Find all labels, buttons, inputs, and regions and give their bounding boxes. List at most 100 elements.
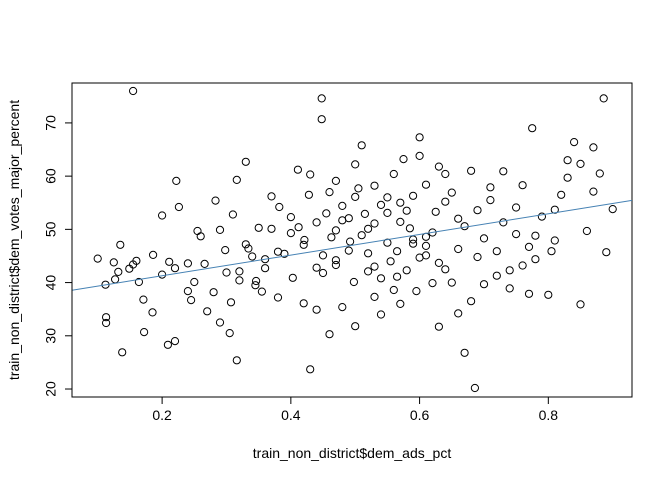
data-point-45 bbox=[241, 157, 250, 166]
data-point-196 bbox=[235, 276, 244, 285]
data-point-190 bbox=[312, 218, 321, 227]
data-point-51 bbox=[293, 165, 302, 174]
data-point-75 bbox=[412, 287, 421, 296]
data-point-31 bbox=[158, 211, 167, 220]
data-point-140 bbox=[196, 232, 205, 241]
data-point-11 bbox=[170, 337, 180, 346]
data-point-88 bbox=[492, 247, 501, 256]
data-point-116 bbox=[405, 224, 414, 233]
data-point-34 bbox=[183, 287, 192, 296]
data-point-55 bbox=[312, 263, 321, 272]
data-point-105 bbox=[602, 248, 611, 257]
data-point-172 bbox=[454, 309, 463, 318]
data-point-183 bbox=[421, 251, 431, 260]
data-point-53 bbox=[300, 235, 309, 245]
data-point-52 bbox=[294, 223, 303, 232]
data-point-177 bbox=[344, 246, 353, 255]
data-point-16 bbox=[140, 328, 149, 337]
data-point-77 bbox=[421, 241, 431, 250]
data-point-149 bbox=[351, 160, 360, 169]
data-point-38 bbox=[211, 196, 220, 205]
data-point-161 bbox=[512, 230, 521, 239]
data-point-109 bbox=[441, 169, 450, 179]
data-point-48 bbox=[275, 202, 284, 212]
data-point-93 bbox=[524, 289, 534, 298]
data-point-146 bbox=[286, 213, 295, 222]
data-point-197 bbox=[222, 268, 231, 277]
data-point-110 bbox=[364, 249, 373, 258]
data-point-106 bbox=[608, 205, 617, 214]
data-point-6 bbox=[470, 383, 479, 393]
data-point-141 bbox=[215, 225, 225, 234]
y-tick-label-1: 20 bbox=[43, 381, 59, 397]
data-point-134 bbox=[203, 307, 212, 316]
data-point-14 bbox=[148, 308, 157, 317]
x-tick-label-1: 0.2 bbox=[152, 407, 172, 423]
data-point-164 bbox=[550, 236, 559, 245]
data-point-64 bbox=[357, 141, 366, 150]
data-point-104 bbox=[595, 169, 604, 178]
data-point-4 bbox=[599, 94, 608, 103]
data-point-56 bbox=[318, 251, 328, 260]
data-point-130 bbox=[402, 266, 411, 275]
data-point-191 bbox=[299, 240, 308, 249]
data-point-115 bbox=[386, 257, 395, 266]
data-point-152 bbox=[396, 217, 405, 226]
data-point-7 bbox=[306, 365, 315, 374]
data-point-125 bbox=[325, 330, 334, 339]
data-point-47 bbox=[267, 224, 276, 233]
data-point-23 bbox=[116, 240, 125, 249]
data-point-163 bbox=[537, 212, 547, 221]
data-point-169 bbox=[505, 284, 514, 293]
y-tick-label-3: 40 bbox=[43, 275, 59, 291]
data-point-119 bbox=[454, 244, 463, 254]
data-point-87 bbox=[486, 183, 495, 192]
data-point-126 bbox=[338, 303, 347, 312]
data-point-182 bbox=[409, 239, 418, 248]
data-point-100 bbox=[570, 138, 579, 147]
x-axis-label: train_non_district$dem_ads_pct bbox=[253, 445, 452, 461]
data-point-43 bbox=[252, 276, 261, 286]
data-point-136 bbox=[215, 318, 225, 327]
data-point-99 bbox=[563, 156, 572, 165]
data-point-155 bbox=[434, 162, 443, 171]
data-point-35 bbox=[187, 296, 196, 305]
data-point-174 bbox=[479, 280, 489, 289]
data-point-124 bbox=[312, 305, 321, 314]
data-point-185 bbox=[364, 267, 373, 276]
data-point-101 bbox=[576, 300, 585, 309]
data-point-72 bbox=[396, 299, 405, 308]
data-point-15 bbox=[139, 295, 148, 304]
data-point-111 bbox=[325, 188, 334, 197]
data-point-154 bbox=[421, 180, 431, 189]
data-point-70 bbox=[389, 169, 398, 179]
data-point-114 bbox=[370, 292, 379, 301]
data-point-61 bbox=[346, 237, 355, 246]
data-point-69 bbox=[383, 238, 392, 247]
data-point-84 bbox=[467, 166, 476, 175]
data-point-96 bbox=[547, 247, 556, 256]
data-point-97 bbox=[550, 205, 559, 214]
data-point-171 bbox=[531, 255, 540, 264]
data-point-112 bbox=[331, 226, 340, 235]
data-point-2 bbox=[317, 94, 326, 103]
data-point-157 bbox=[460, 222, 469, 231]
y-tick-label-6: 70 bbox=[43, 115, 59, 131]
data-point-173 bbox=[467, 297, 476, 306]
data-point-158 bbox=[473, 206, 482, 215]
data-point-73 bbox=[402, 206, 411, 215]
data-point-20 bbox=[93, 254, 102, 263]
y-tick-label-2: 30 bbox=[43, 328, 59, 344]
data-point-160 bbox=[499, 167, 508, 176]
data-point-107 bbox=[399, 155, 408, 164]
data-point-184 bbox=[434, 258, 443, 267]
data-point-63 bbox=[354, 184, 363, 193]
data-point-156 bbox=[447, 188, 456, 197]
data-point-10 bbox=[163, 340, 172, 349]
data-point-29 bbox=[165, 257, 174, 266]
x-tick-label-3: 0.6 bbox=[410, 407, 430, 423]
data-point-46 bbox=[232, 175, 241, 184]
data-point-86 bbox=[479, 234, 489, 243]
data-point-89 bbox=[499, 218, 508, 227]
data-point-90 bbox=[505, 266, 514, 275]
